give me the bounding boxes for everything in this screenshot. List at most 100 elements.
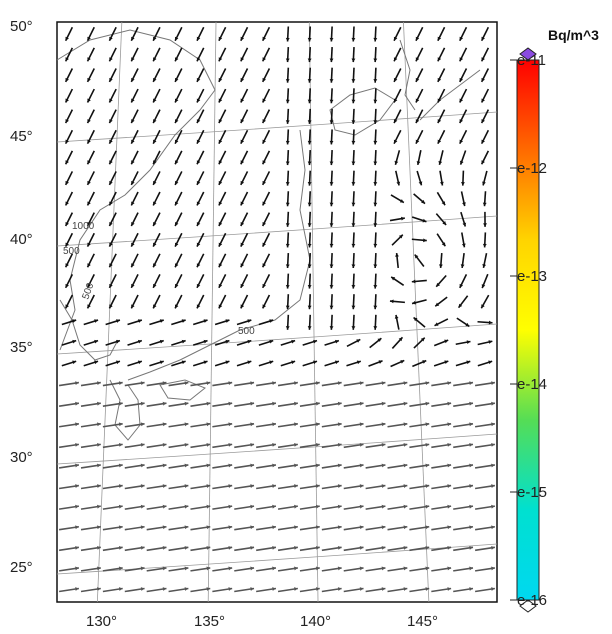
wind-vector-head — [240, 263, 245, 268]
wind-vector-head — [203, 360, 208, 365]
wind-vector-head — [97, 442, 101, 447]
wind-vector-head — [351, 182, 356, 186]
wind-vector-head — [228, 463, 233, 468]
wind-vector-head — [307, 161, 312, 166]
wind-vector-head — [329, 79, 334, 83]
wind-vector-head — [307, 202, 312, 207]
latitude-labels: 50° 45° 40° 35° 30° 25° — [10, 18, 33, 576]
wind-vector-head — [315, 381, 320, 386]
wind-vector-head — [307, 182, 312, 186]
wind-vector-head — [337, 545, 342, 550]
wind-vector-head — [359, 463, 364, 468]
wind-vector-head — [415, 119, 420, 124]
wind-vector-head — [262, 36, 266, 41]
wind-vector-head — [285, 182, 290, 186]
wind-vector-head — [206, 463, 211, 468]
wind-vector-head — [315, 484, 320, 488]
wind-vector-head — [447, 463, 452, 468]
wind-vector-head — [218, 98, 223, 103]
wind-vector-head — [97, 504, 101, 509]
wind-vector-head — [240, 180, 245, 185]
wind-vector-head — [162, 545, 167, 550]
wind-vector-head — [225, 339, 230, 344]
wind-vector-head — [206, 525, 211, 530]
wind-vector-head — [228, 504, 233, 509]
wind-vector-head — [334, 360, 339, 365]
wind-vector-head — [329, 285, 334, 289]
wind-vector-head — [334, 339, 339, 344]
wind-vector-head — [441, 242, 446, 247]
wind-vector-head — [307, 37, 312, 42]
wind-vector-head — [393, 77, 398, 82]
wind-vector-head — [131, 283, 135, 288]
wind-vector-head — [469, 442, 473, 447]
wind-vector-head — [218, 304, 223, 309]
wind-vector-head — [272, 566, 276, 571]
wind-vector-head — [272, 587, 276, 591]
colorbar-top-arrow — [519, 47, 537, 61]
colorbar-tick-label: e-13 — [517, 268, 547, 285]
wind-vector-head — [118, 504, 123, 509]
wind-vector-head — [228, 381, 233, 386]
wind-vector-head — [425, 381, 430, 386]
wind-vector-head — [437, 36, 442, 41]
wind-vector-head — [250, 484, 255, 488]
wind-vector-head — [482, 202, 487, 207]
coastline-segment — [159, 379, 206, 401]
wind-vector-head — [153, 36, 157, 41]
wind-vector-head — [218, 180, 223, 185]
wind-vector-head — [118, 442, 123, 447]
wind-vector-head — [307, 264, 312, 269]
wind-vector-head — [272, 545, 276, 550]
wind-vector-head — [140, 442, 145, 447]
wind-vector-head — [491, 504, 495, 509]
colorbar-tick-label: e-12 — [517, 160, 547, 177]
wind-vector-head — [381, 587, 386, 591]
wind-vector-head — [250, 566, 255, 571]
wind-vector-head — [329, 140, 334, 145]
wind-vector-head — [329, 202, 334, 207]
wind-vector-head — [250, 463, 255, 468]
wind-vector-head — [97, 545, 101, 550]
wind-vector-head — [481, 160, 485, 165]
wind-vector-head — [294, 381, 298, 386]
wind-vector-head — [65, 160, 69, 165]
wind-vector-head — [307, 99, 312, 104]
wind-vector-head — [228, 566, 233, 571]
wind-vector-head — [294, 442, 298, 447]
wind-vector-head — [415, 77, 420, 82]
wind-vector-head — [109, 304, 113, 309]
wind-vector-head — [294, 587, 298, 591]
wind-vector-head — [481, 57, 485, 62]
wind-vector-head — [65, 119, 69, 124]
wind-vector-head — [447, 525, 452, 530]
wind-vector-head — [174, 98, 179, 103]
wind-vector-head — [228, 442, 233, 447]
wind-vector-head — [416, 161, 421, 165]
wind-vector-head — [294, 566, 298, 571]
wind-vector-head — [65, 201, 69, 206]
wind-vector-head — [329, 182, 334, 186]
wind-vector-head — [294, 504, 298, 509]
wind-vector-head — [87, 201, 91, 206]
lat-label-35: 35° — [10, 339, 33, 356]
wind-vector-head — [465, 322, 470, 327]
wind-vector-head — [272, 381, 276, 386]
wind-vector-head — [240, 160, 245, 165]
wind-vector-head — [434, 322, 439, 326]
wind-vector-head — [65, 304, 69, 309]
wind-vector-head — [228, 484, 233, 488]
wind-vector-head — [118, 463, 123, 468]
wind-vector-head — [262, 160, 266, 165]
wind-vector-head — [337, 401, 342, 406]
wind-vector-head — [228, 545, 233, 550]
wind-vector-head — [459, 98, 464, 103]
wind-vector-head — [250, 401, 255, 406]
wind-vector-head — [225, 360, 230, 365]
wind-vector-head — [447, 504, 452, 509]
wind-vector-head — [109, 242, 113, 247]
wind-vector-head — [75, 545, 79, 550]
wind-vector-head — [422, 360, 427, 364]
wind-vector-head — [87, 263, 91, 268]
wind-vector-head — [140, 587, 145, 591]
